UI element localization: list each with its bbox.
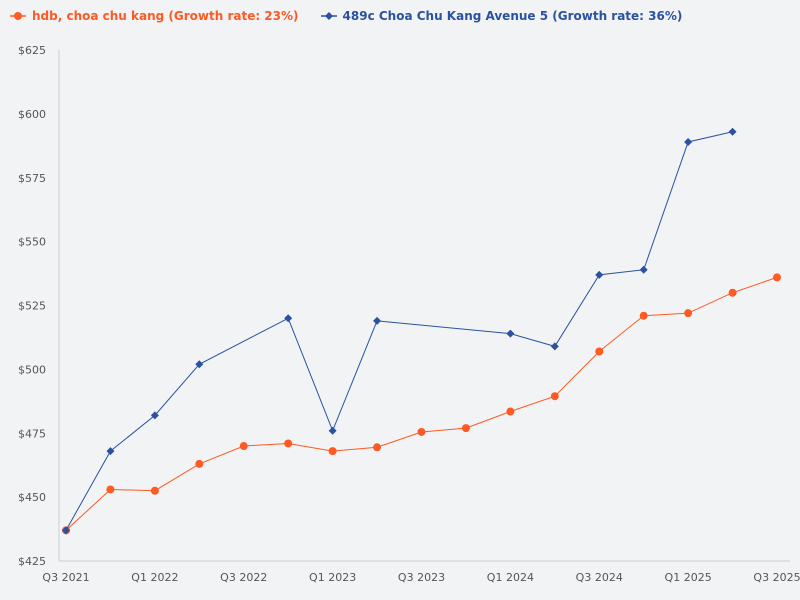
data-point: [373, 316, 382, 325]
data-point: [284, 314, 293, 323]
y-tick-label: $575: [18, 172, 46, 185]
data-point: [550, 392, 559, 401]
data-point: [684, 137, 693, 146]
x-tick-label: Q1 2023: [309, 571, 356, 584]
data-point: [639, 265, 648, 274]
data-point: [639, 311, 648, 320]
legend: hdb, choa chu kang (Growth rate: 23%) 48…: [10, 9, 682, 23]
data-point: [550, 342, 559, 351]
y-tick-label: $475: [18, 427, 46, 440]
data-point: [595, 270, 604, 279]
data-point: [150, 411, 159, 420]
legend-item-hdb[interactable]: hdb, choa chu kang (Growth rate: 23%): [10, 9, 299, 23]
data-point: [506, 407, 515, 416]
data-point: [284, 439, 293, 448]
data-point: [328, 447, 337, 456]
y-tick-label: $500: [18, 363, 46, 376]
x-tick-label: Q1 2025: [665, 571, 712, 584]
legend-item-489c[interactable]: 489c Choa Chu Kang Avenue 5 (Growth rate…: [320, 9, 683, 23]
diamond-marker-icon: [320, 12, 337, 20]
data-point: [195, 459, 204, 468]
legend-label: 489c Choa Chu Kang Avenue 5 (Growth rate…: [342, 9, 683, 23]
data-point: [328, 426, 337, 435]
data-point: [150, 486, 159, 495]
x-tick-label: Q3 2025: [753, 571, 800, 584]
data-point: [417, 427, 426, 436]
data-point: [62, 526, 70, 535]
data-point: [506, 329, 515, 338]
y-tick-label: $425: [18, 555, 46, 568]
x-tick-label: Q3 2021: [42, 571, 89, 584]
data-point: [728, 127, 737, 136]
data-point: [195, 360, 204, 369]
y-tick-label: $550: [18, 236, 46, 249]
y-tick-label: $600: [18, 108, 46, 121]
data-point: [684, 309, 693, 318]
data-point: [595, 347, 604, 356]
x-tick-label: Q3 2023: [398, 571, 445, 584]
data-point: [239, 442, 248, 451]
x-tick-label: Q1 2022: [131, 571, 178, 584]
data-point: [106, 447, 115, 456]
series-line-1: [65, 131, 733, 531]
legend-label: hdb, choa chu kang (Growth rate: 23%): [32, 9, 299, 23]
circle-marker-icon: [10, 12, 26, 20]
y-tick-label: $525: [18, 300, 46, 313]
data-point: [106, 485, 115, 494]
y-tick-label: $625: [18, 44, 46, 57]
y-tick-label: $450: [18, 491, 46, 504]
data-point: [773, 273, 781, 282]
data-point: [728, 288, 737, 297]
series-line-0: [65, 276, 778, 531]
data-point: [461, 424, 470, 433]
x-tick-label: Q3 2024: [576, 571, 623, 584]
x-tick-label: Q3 2022: [220, 571, 267, 584]
data-point: [373, 443, 382, 452]
x-tick-label: Q1 2024: [487, 571, 534, 584]
